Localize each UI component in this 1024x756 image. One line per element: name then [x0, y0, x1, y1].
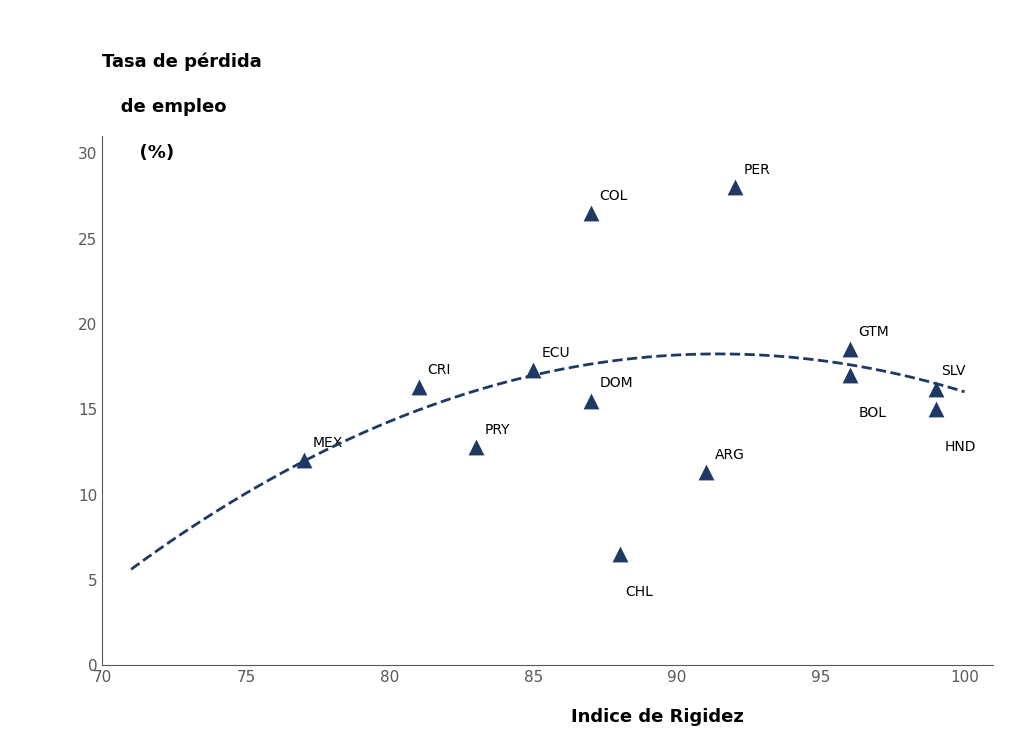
X-axis label: Indice de Rigidez: Indice de Rigidez [571, 708, 743, 726]
Point [583, 395, 599, 407]
Point [525, 364, 542, 376]
Text: PRY: PRY [484, 423, 510, 436]
Point [842, 369, 858, 381]
Text: COL: COL [600, 189, 628, 203]
Text: GTM: GTM [858, 325, 889, 339]
Text: ARG: ARG [715, 448, 744, 462]
Text: HND: HND [944, 440, 976, 454]
Text: (%): (%) [102, 144, 174, 162]
Text: SLV: SLV [941, 364, 966, 379]
Point [468, 441, 484, 453]
Text: de empleo: de empleo [102, 98, 227, 116]
Text: ECU: ECU [542, 345, 570, 360]
Text: CRI: CRI [427, 363, 451, 376]
Point [842, 343, 858, 355]
Text: PER: PER [743, 163, 770, 177]
Point [928, 383, 944, 395]
Text: Tasa de pérdida: Tasa de pérdida [102, 53, 262, 71]
Point [295, 454, 311, 466]
Point [583, 207, 599, 219]
Point [411, 381, 427, 393]
Point [611, 548, 628, 560]
Point [697, 466, 714, 479]
Text: BOL: BOL [858, 406, 886, 420]
Point [928, 403, 944, 415]
Text: MEX: MEX [312, 436, 342, 450]
Text: CHL: CHL [626, 585, 653, 599]
Text: DOM: DOM [600, 376, 633, 390]
Point [726, 181, 742, 194]
